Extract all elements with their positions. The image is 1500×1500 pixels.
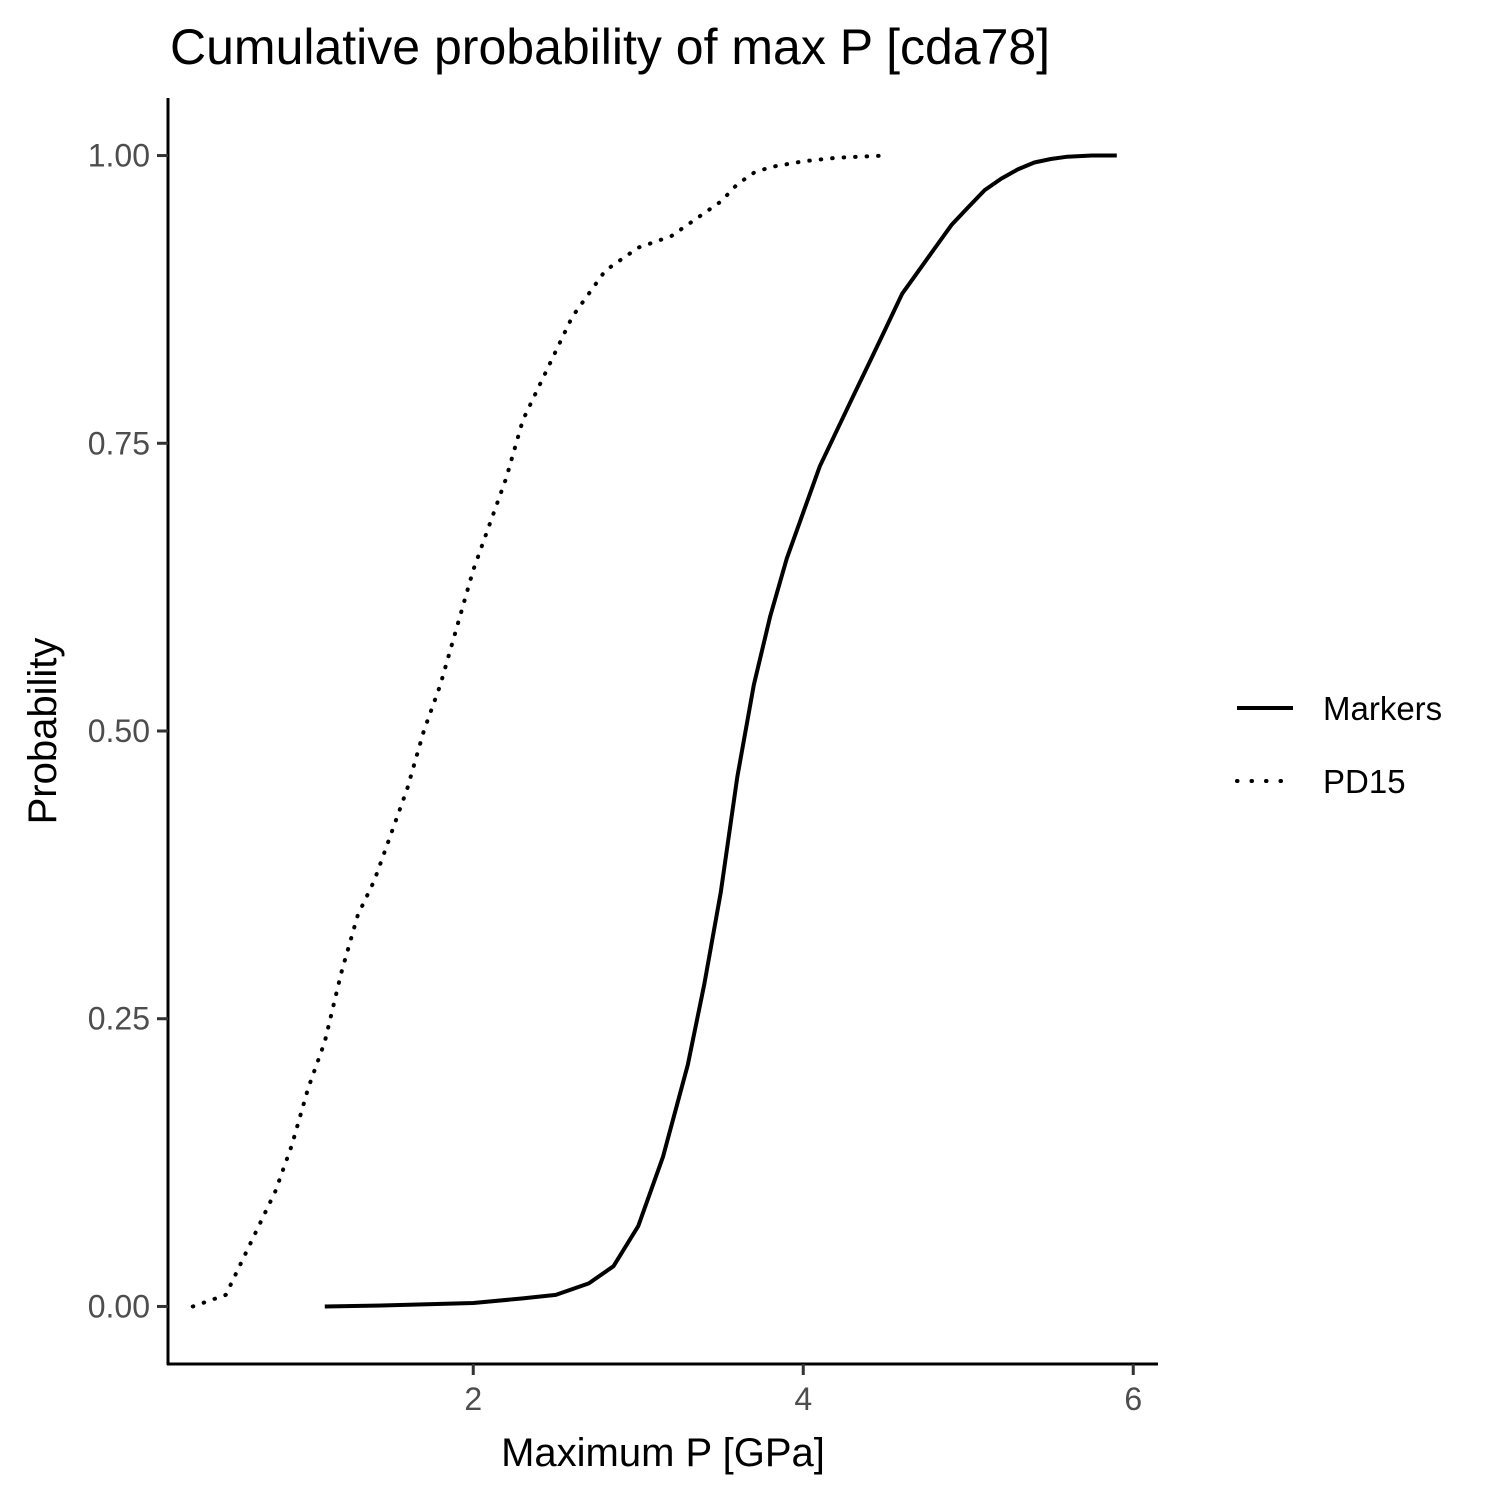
- legend: Markers PD15: [1235, 690, 1442, 800]
- x-tick-label: 4: [794, 1381, 812, 1417]
- y-tick-label: 0.00: [88, 1288, 150, 1324]
- x-tick-label: 2: [464, 1381, 482, 1417]
- x-axis-title: Maximum P [GPa]: [501, 1431, 825, 1475]
- legend-label-markers: Markers: [1323, 690, 1442, 727]
- y-axis-title: Probability: [21, 638, 65, 825]
- series-line-pd15: [190, 153, 888, 1309]
- y-tick-label: 0.75: [88, 425, 150, 461]
- x-tick-label: 6: [1124, 1381, 1142, 1417]
- y-ticks: 0.00 0.25 0.50 0.75 1.00: [88, 138, 168, 1324]
- x-ticks: 2 4 6: [464, 1364, 1142, 1417]
- legend-label-pd15: PD15: [1323, 763, 1406, 800]
- plot-area: [190, 153, 1117, 1309]
- y-tick-label: 0.50: [88, 713, 150, 749]
- series-line-markers: [324, 153, 1117, 1309]
- y-tick-label: 1.00: [88, 138, 150, 174]
- y-tick-label: 0.25: [88, 1001, 150, 1037]
- chart-title: Cumulative probability of max P [cda78]: [170, 19, 1050, 75]
